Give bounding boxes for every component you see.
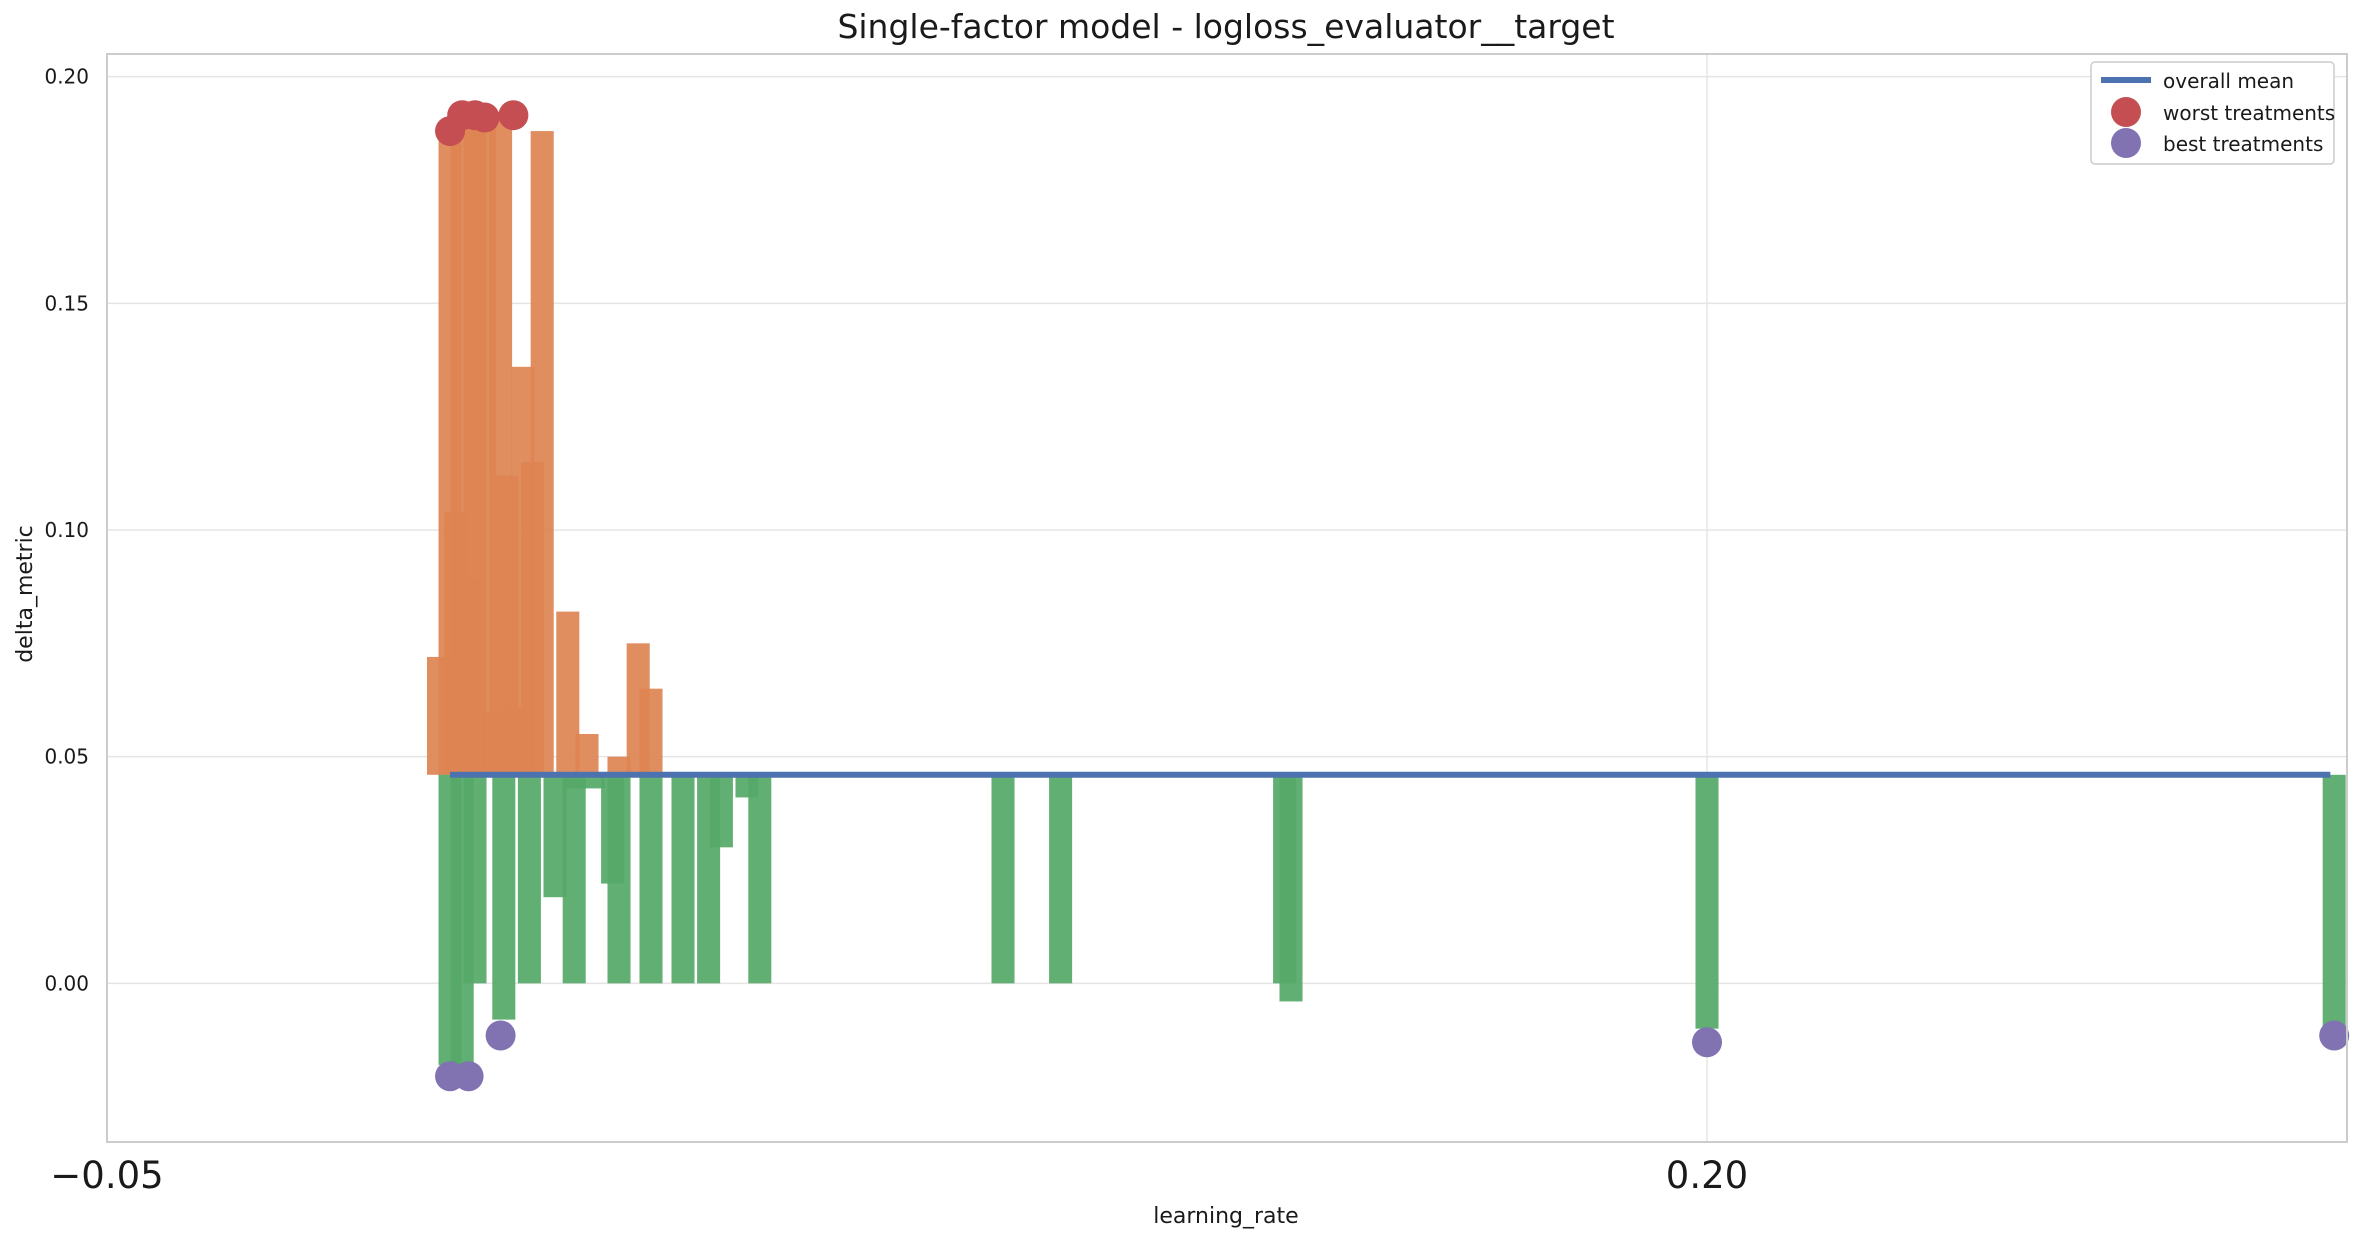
legend-best-treatments-label: best treatments [2163,132,2323,156]
bar-below-mean [463,774,487,984]
plot-frame [106,53,2348,1143]
bar-above-mean [575,734,599,775]
x-tick-label: −0.05 [50,1154,163,1197]
chart-title: Single-factor model - logloss_evaluator_… [837,7,1614,46]
x-tick-label: 0.20 [1666,1154,1748,1197]
legend-best-treatments-swatch [2111,128,2141,158]
bar-below-mean [543,774,567,898]
bar-below-mean [1049,774,1073,984]
bar-below-mean [492,774,516,1020]
y-tick-label: 0.20 [44,65,89,89]
y-tick-label: 0.05 [44,745,89,769]
bar-below-mean [2322,774,2346,1029]
worst-treatment-marker [469,102,500,133]
bar-below-mean [639,774,663,984]
best-treatment-marker [2319,1020,2350,1051]
best-treatment-marker [1692,1027,1722,1058]
legend: overall mean worst treatments best treat… [2090,61,2335,165]
legend-worst-treatments-label: worst treatments [2163,101,2335,125]
bar-below-mean [671,774,695,984]
bar-below-mean [562,774,586,984]
y-tick-label: 0.10 [44,518,89,542]
worst-treatment-marker [498,100,529,131]
bars-below-mean [438,774,2346,1065]
bar-above-mean [530,131,554,775]
bar-below-mean [991,774,1015,984]
bar-below-mean [1695,774,1719,1029]
legend-box [2090,61,2335,165]
y-tick-label: 0.15 [44,291,89,315]
bar-below-mean [581,774,605,789]
best-treatment-marker [453,1061,484,1092]
y-axis-label: delta_metric [13,525,38,663]
bar-below-mean [709,774,733,848]
x-axis-label: learning_rate [1153,1204,1298,1229]
bars-above-mean [427,117,663,775]
bar-above-mean [556,611,580,775]
bar-below-mean [562,774,586,789]
best-treatment-marker [485,1020,516,1051]
bar-below-mean [1279,774,1303,1002]
treatment-markers [435,100,2350,1092]
bar-below-mean [607,774,631,984]
bar-below-mean [748,774,772,984]
bar-below-mean [517,774,541,984]
y-tick-label: 0.00 [44,971,89,995]
legend-worst-treatments-swatch [2111,97,2141,127]
bar-above-mean [639,688,663,775]
legend-overall-mean-label: overall mean [2163,69,2294,93]
tick-labels: 0.00 0.05 0.10 0.15 0.20 −0.05 0.20 [44,65,1748,1197]
bar-above-mean [607,756,631,775]
